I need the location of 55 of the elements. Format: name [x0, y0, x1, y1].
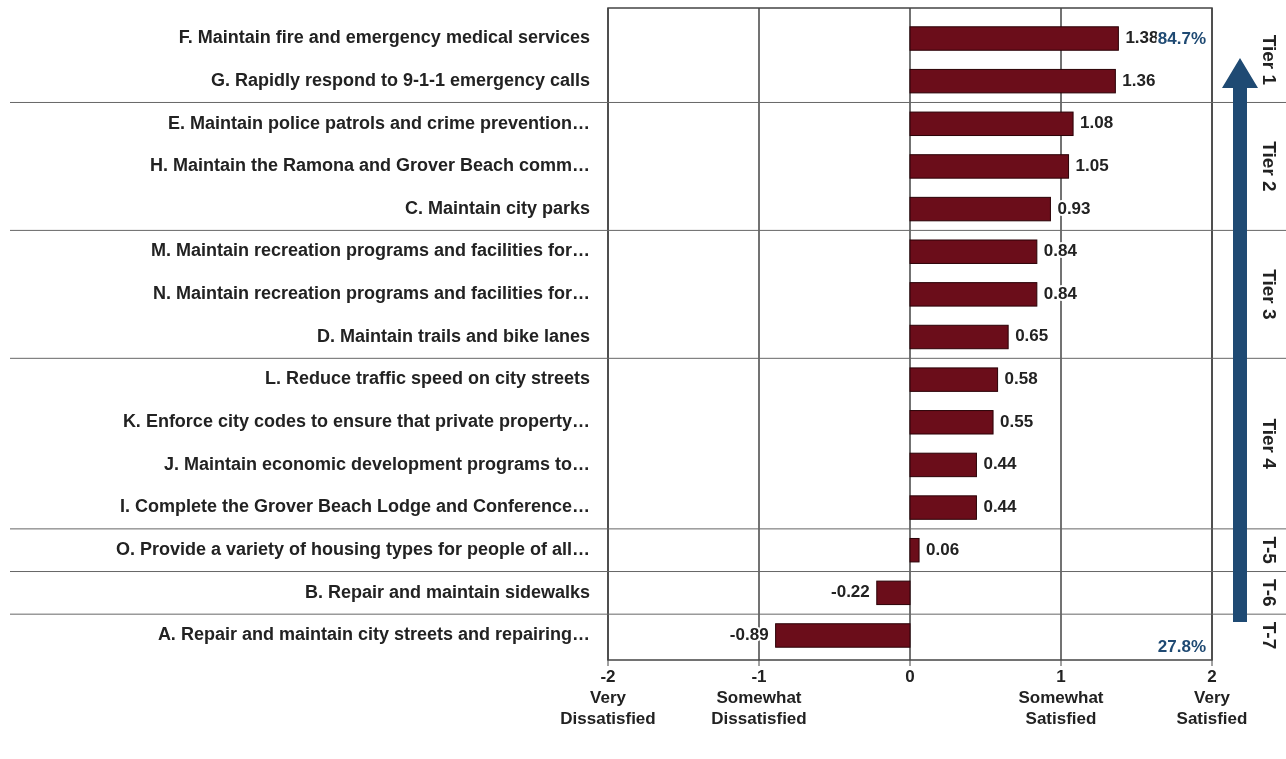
- text: Tier 3: [1258, 269, 1280, 320]
- y-tick-label: A. Repair and maintain city streets and repairing…: [157, 624, 590, 645]
- bar: [909, 26, 1119, 51]
- y-tick-label: B. Repair and maintain sidewalks: [304, 581, 590, 602]
- bar: [909, 324, 1009, 350]
- text: Tier 4: [1258, 418, 1280, 470]
- y-tick-label: N. Maintain recreation programs and facilities for…: [152, 283, 590, 304]
- data-label: 0.58: [1004, 369, 1038, 389]
- bar: [909, 68, 1116, 94]
- y-tick-label: E. Maintain police patrols and crime prevention…: [167, 112, 590, 133]
- bar: [909, 367, 999, 392]
- text: Tier 2: [1258, 141, 1280, 192]
- y-tick-label: M. Maintain recreation programs and facilities for…: [150, 240, 590, 261]
- x-tick-label: -2 Very Dissatisfied: [560, 667, 656, 728]
- data-label: 1.36: [1122, 70, 1156, 90]
- annotation: 27.8%: [1157, 637, 1206, 657]
- data-label: 1.05: [1075, 155, 1109, 175]
- data-label: 0.65: [1015, 326, 1049, 346]
- y-tick-label: F. Maintain fire and emergency medical services: [178, 27, 590, 48]
- text: T-7: [1258, 621, 1280, 650]
- bar: [909, 154, 1070, 179]
- x-tick-label: 2 Very Satisfied: [1176, 667, 1248, 728]
- annotation: 84.7%: [1157, 29, 1206, 49]
- y-tick-label: H. Maintain the Ramona and Grover Beach comm…: [149, 155, 590, 176]
- bar: [876, 580, 911, 606]
- y-tick-label: G. Rapidly respond to 9-1-1 emergency calls: [210, 69, 590, 90]
- y-tick-label: L. Reduce traffic speed on city streets: [264, 368, 590, 389]
- data-label: 0.55: [1000, 411, 1034, 431]
- text: T-5: [1258, 536, 1280, 565]
- x-tick-label: 1 Somewhat Satisfied: [1018, 667, 1104, 728]
- bar: [909, 410, 994, 435]
- y-tick-label: D. Maintain trails and bike lanes: [316, 325, 590, 346]
- y-tick-label: K. Enforce city codes to ensure that private property…: [122, 411, 590, 432]
- bar: [909, 495, 977, 520]
- bar: [909, 239, 1038, 264]
- bar: [909, 452, 977, 478]
- data-label: 1.08: [1080, 113, 1114, 133]
- bar: [909, 111, 1074, 137]
- y-tick-label: J. Maintain economic development programs to…: [163, 453, 590, 474]
- text: Tier 1: [1258, 34, 1280, 86]
- data-label: 0.44: [983, 497, 1018, 517]
- bar: [909, 282, 1038, 307]
- data-label: 0.06: [926, 539, 960, 559]
- data-label: 0.44: [983, 454, 1018, 474]
- bar: [775, 623, 911, 648]
- text: T-6: [1258, 579, 1280, 607]
- bar: [909, 537, 920, 563]
- x-tick-label: -1 Somewhat Dissatisfied: [711, 667, 807, 728]
- y-tick-label: C. Maintain city parks: [404, 197, 590, 218]
- y-tick-label: I. Complete the Grover Beach Lodge and Conference…: [119, 496, 590, 517]
- bar: [909, 196, 1051, 222]
- x-tick-label: 0: [905, 667, 915, 686]
- data-label: 1.38: [1125, 28, 1159, 47]
- y-tick-label: O. Provide a variety of housing types for people of all…: [115, 538, 590, 559]
- data-label: -0.22: [831, 582, 870, 602]
